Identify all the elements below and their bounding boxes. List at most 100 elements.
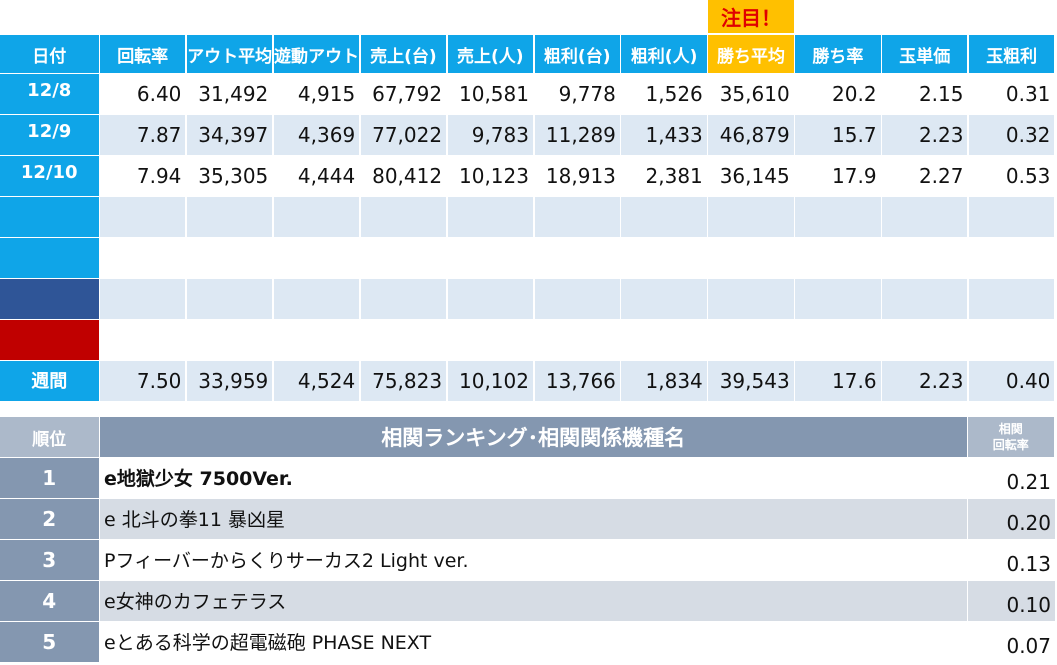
value-cell: 33,959 bbox=[186, 361, 273, 401]
value-cell: 18,913 bbox=[534, 156, 620, 196]
header-cell: 勝ち率 bbox=[795, 35, 881, 73]
value-cell bbox=[795, 320, 881, 360]
value-cell: 0.32 bbox=[969, 115, 1055, 155]
value-cell: 2.15 bbox=[882, 74, 968, 114]
value-cell: 31,492 bbox=[186, 74, 273, 114]
machine-name: Pフィーバーからくりサーカス2 Light ver. bbox=[100, 540, 967, 580]
value-cell: 4,444 bbox=[273, 156, 360, 196]
header-cell: 勝ち平均 bbox=[708, 35, 794, 73]
value-cell bbox=[708, 238, 794, 278]
value-cell: 6.40 bbox=[100, 74, 186, 114]
value-cell: 36,145 bbox=[708, 156, 794, 196]
header-cell: アウト平均 bbox=[186, 35, 273, 73]
value-cell bbox=[708, 197, 794, 237]
date-cell bbox=[0, 279, 99, 319]
header-cell: 売上(人) bbox=[447, 35, 533, 73]
value-cell bbox=[186, 279, 273, 319]
value-cell: 75,823 bbox=[360, 361, 447, 401]
value-cell: 0.40 bbox=[969, 361, 1055, 401]
value-cell bbox=[273, 279, 360, 319]
value-cell: 4,369 bbox=[273, 115, 360, 155]
value-cell bbox=[360, 279, 447, 319]
highlight-label: 注目！ bbox=[708, 0, 794, 33]
value-cell bbox=[708, 279, 794, 319]
header-cell: 売上(台) bbox=[360, 35, 447, 73]
value-cell: 7.50 bbox=[100, 361, 186, 401]
value-cell bbox=[795, 238, 881, 278]
rank-cell: 5 bbox=[0, 622, 99, 662]
value-cell bbox=[621, 279, 707, 319]
value-cell bbox=[186, 320, 273, 360]
value-cell bbox=[534, 279, 620, 319]
value-cell bbox=[186, 238, 273, 278]
value-cell: 1,834 bbox=[621, 361, 707, 401]
header-cell: 玉粗利 bbox=[969, 35, 1055, 73]
value-cell: 2,381 bbox=[621, 156, 707, 196]
value-cell: 77,022 bbox=[360, 115, 447, 155]
ranking-header: 順位 bbox=[0, 417, 99, 457]
date-cell: 12/9 bbox=[0, 115, 99, 155]
value-cell: 7.87 bbox=[100, 115, 186, 155]
value-cell bbox=[447, 320, 533, 360]
value-cell: 46,879 bbox=[708, 115, 794, 155]
machine-name: e 北斗の拳11 暴凶星 bbox=[100, 499, 967, 539]
header-cell: 粗利(人) bbox=[621, 35, 707, 73]
value-cell: 11,289 bbox=[534, 115, 620, 155]
value-cell bbox=[273, 238, 360, 278]
header-cell: 玉単価 bbox=[882, 35, 968, 73]
value-cell: 2.27 bbox=[882, 156, 968, 196]
machine-name: eとある科学の超電磁砲 PHASE NEXT bbox=[100, 622, 967, 662]
value-cell: 7.94 bbox=[100, 156, 186, 196]
value-cell: 17.9 bbox=[795, 156, 881, 196]
value-cell: 15.7 bbox=[795, 115, 881, 155]
value-cell bbox=[273, 320, 360, 360]
value-cell bbox=[186, 197, 273, 237]
value-cell: 10,123 bbox=[447, 156, 533, 196]
value-cell: 1,526 bbox=[621, 74, 707, 114]
value-cell bbox=[882, 320, 968, 360]
value-cell: 20.2 bbox=[795, 74, 881, 114]
machine-name: e女神のカフェテラス bbox=[100, 581, 967, 621]
value-cell bbox=[969, 320, 1055, 360]
value-cell: 9,783 bbox=[447, 115, 533, 155]
value-cell bbox=[969, 279, 1055, 319]
correlation-value: 0.07 bbox=[968, 622, 1055, 662]
value-cell bbox=[534, 238, 620, 278]
value-cell bbox=[360, 238, 447, 278]
value-cell bbox=[534, 320, 620, 360]
correlation-value: 0.10 bbox=[968, 581, 1055, 621]
value-cell: 80,412 bbox=[360, 156, 447, 196]
correlation-value: 0.13 bbox=[968, 540, 1055, 580]
value-cell bbox=[882, 238, 968, 278]
value-cell: 35,610 bbox=[708, 74, 794, 114]
value-cell bbox=[621, 320, 707, 360]
value-cell bbox=[447, 279, 533, 319]
rank-cell: 4 bbox=[0, 581, 99, 621]
value-cell bbox=[100, 279, 186, 319]
value-cell bbox=[100, 197, 186, 237]
value-cell bbox=[708, 320, 794, 360]
value-cell: 1,433 bbox=[621, 115, 707, 155]
date-cell bbox=[0, 238, 99, 278]
ranking-header: 相関 回転率 bbox=[968, 417, 1054, 457]
rank-cell: 1 bbox=[0, 458, 99, 498]
value-cell bbox=[882, 279, 968, 319]
value-cell bbox=[447, 197, 533, 237]
value-cell: 0.31 bbox=[969, 74, 1055, 114]
value-cell bbox=[621, 238, 707, 278]
value-cell bbox=[534, 197, 620, 237]
value-cell bbox=[360, 320, 447, 360]
value-cell: 67,792 bbox=[360, 74, 447, 114]
value-cell: 10,102 bbox=[447, 361, 533, 401]
value-cell: 17.6 bbox=[795, 361, 881, 401]
value-cell bbox=[882, 197, 968, 237]
value-cell bbox=[969, 197, 1055, 237]
value-cell bbox=[100, 320, 186, 360]
rank-cell: 3 bbox=[0, 540, 99, 580]
value-cell: 2.23 bbox=[882, 115, 968, 155]
value-cell: 34,397 bbox=[186, 115, 273, 155]
date-cell: 12/8 bbox=[0, 74, 99, 114]
value-cell: 39,543 bbox=[708, 361, 794, 401]
value-cell bbox=[621, 197, 707, 237]
